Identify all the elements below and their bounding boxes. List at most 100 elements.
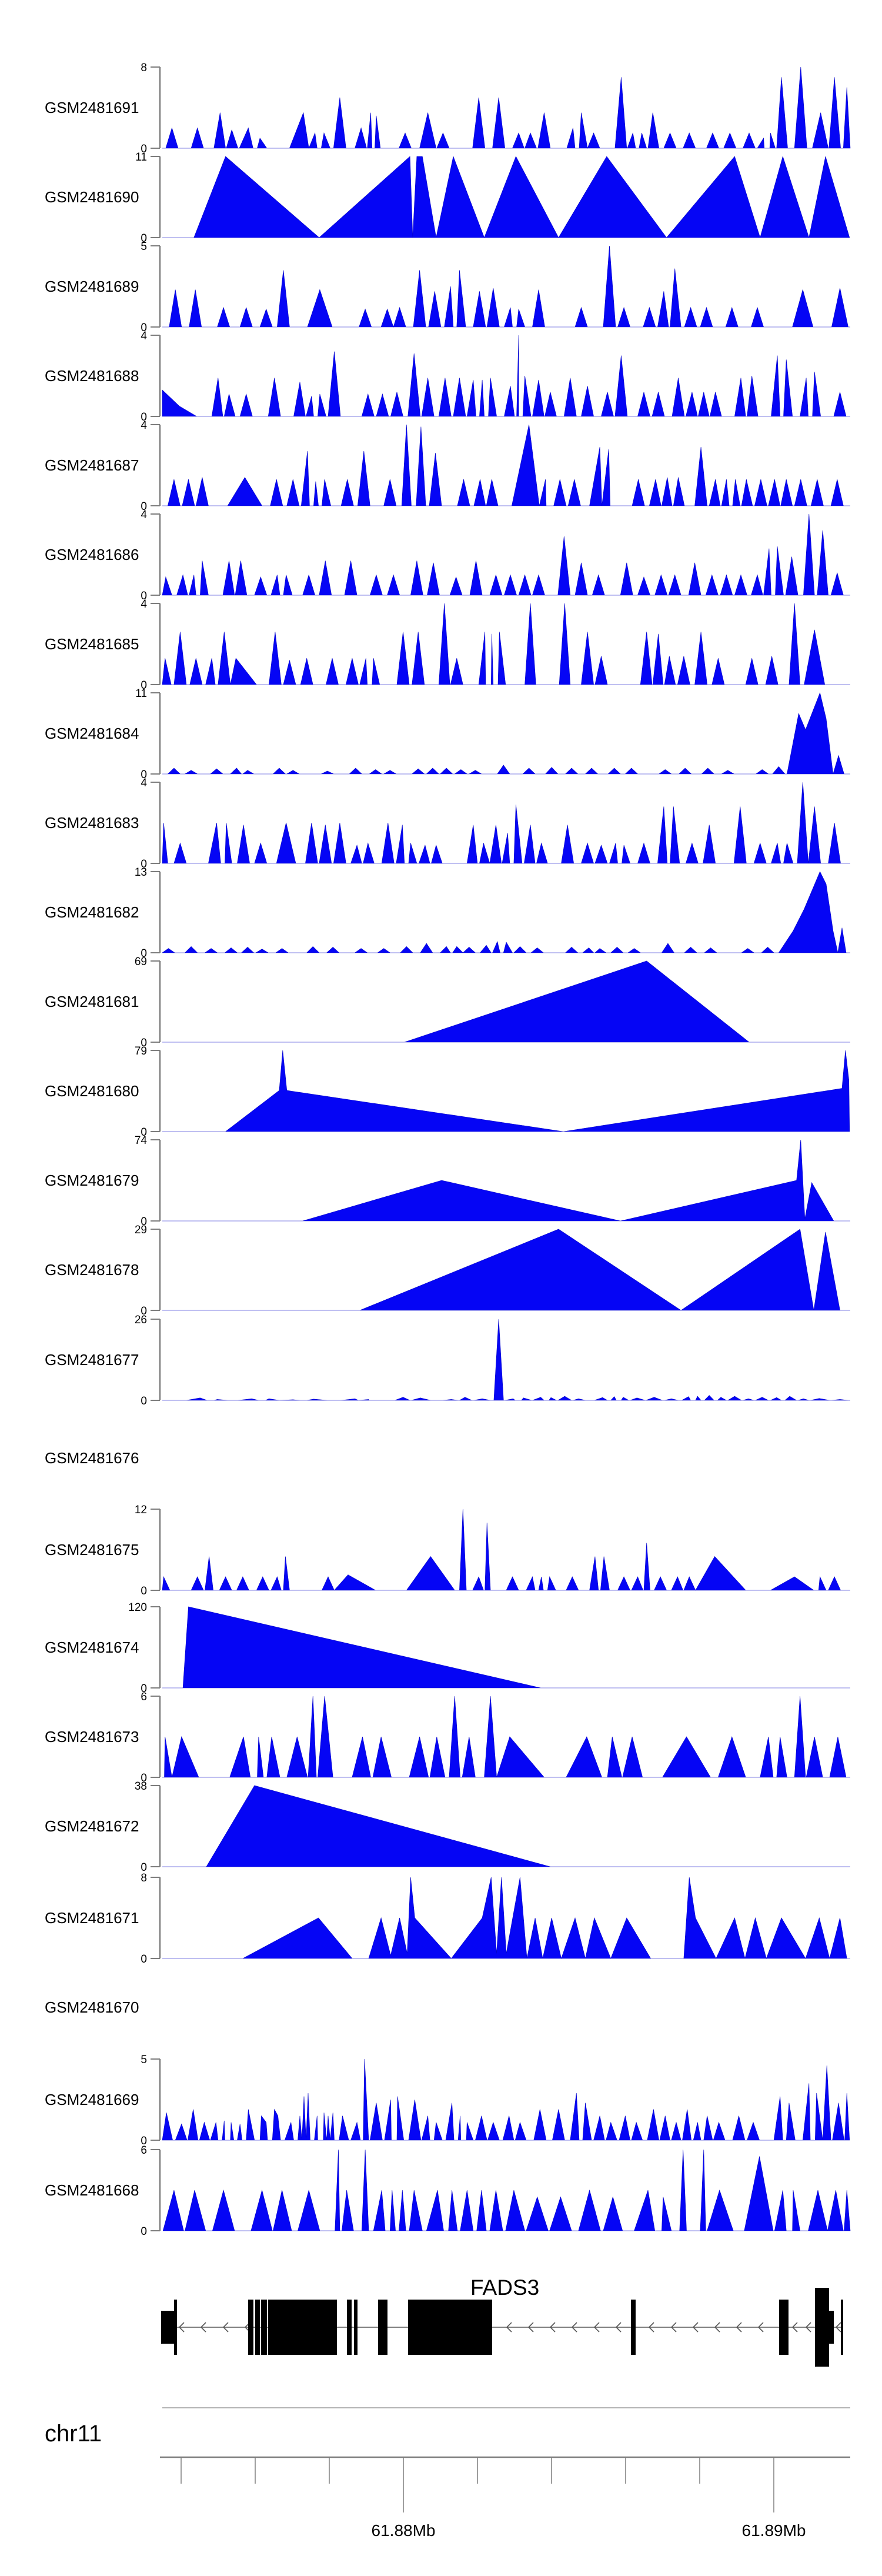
coverage-area [162,603,850,685]
y-axis-zero-label: 0 [141,411,147,423]
track-row-GSM2481681: GSM2481681 69 0 [45,956,850,1049]
gene-exon [255,2300,260,2355]
coverage-area [162,1696,850,1778]
track-label: GSM2481689 [45,278,139,295]
track-label: GSM2481685 [45,635,139,653]
track-label: GSM2481683 [45,814,139,832]
y-axis-max-label: 26 [135,1314,147,1326]
y-axis-max-label: 6 [141,2144,147,2157]
strand-arrow-left-icon [714,2322,720,2333]
track-label: GSM2481677 [45,1351,139,1369]
y-axis-max-label: 29 [135,1224,147,1236]
y-axis-zero-label: 0 [141,769,147,781]
y-axis-zero-label: 0 [141,1395,147,1407]
gene-exon [779,2300,789,2355]
strand-arrow-left-icon [736,2322,742,2333]
y-axis-zero-label: 0 [141,1772,147,1784]
y-axis-zero-label: 0 [141,1683,147,1695]
track-label: GSM2481686 [45,546,139,563]
strand-arrow-left-icon [178,2322,185,2333]
track-row-GSM2481688: GSM2481688 4 0 [45,330,850,423]
strand-arrow-left-icon [527,2322,534,2333]
y-axis-zero-label: 0 [141,1585,147,1597]
genome-axis: chr11 61.88Mb 61.89Mb [45,2407,850,2540]
coverage-area [162,871,850,953]
coverage-area [162,2149,851,2231]
y-axis-zero-label: 0 [141,232,147,245]
track-label: GSM2481690 [45,188,139,206]
gene-exon [841,2300,843,2355]
track-row-GSM2481674: GSM2481674 120 0 [45,1601,850,1695]
coverage-area [162,66,851,149]
track-label: GSM2481687 [45,456,139,474]
track-row-GSM2481684: GSM2481684 11 0 [45,688,850,781]
gene-exon [408,2300,492,2355]
strand-arrow-left-icon [200,2322,206,2333]
track-label: GSM2481668 [45,2181,139,2199]
track-label: GSM2481675 [45,1541,139,1559]
strand-arrow-left-icon [835,2322,841,2333]
y-axis-max-label: 11 [135,688,147,700]
track-label: GSM2481672 [45,1817,139,1835]
track-row-GSM2481676: GSM2481676 [45,1449,139,1467]
track-label: GSM2481670 [45,1998,139,2016]
coverage-area [162,245,850,328]
gene-exon [268,2300,337,2355]
strand-arrow-left-icon [571,2322,577,2333]
strand-arrow-left-icon [506,2322,512,2333]
strand-arrow-left-icon [222,2322,229,2333]
coverage-area [162,1509,850,1591]
gene-name-label: FADS3 [470,2275,539,2300]
coverage-area [162,960,850,1043]
track-label: GSM2481673 [45,1728,139,1746]
track-label: GSM2481674 [45,1639,139,1656]
y-axis-zero-label: 0 [141,1216,147,1228]
strand-arrow-left-icon [593,2322,600,2333]
y-axis-zero-label: 0 [141,1861,147,1874]
y-axis-zero-label: 0 [141,143,147,155]
coverage-area [162,2058,850,2141]
track-row-GSM2481682: GSM2481682 13 0 [45,866,850,960]
y-axis-max-label: 11 [135,151,147,163]
strand-arrow-left-icon [692,2322,699,2333]
track-row-GSM2481668: GSM2481668 6 0 [45,2144,851,2238]
track-label: GSM2481684 [45,725,139,742]
y-axis-zero-label: 0 [141,500,147,513]
coverage-area [162,692,850,775]
y-axis-max-label: 12 [135,1504,147,1516]
coverage-area [162,1877,850,1960]
coverage-area [162,1050,850,1132]
y-axis-max-label: 4 [141,598,147,610]
y-axis-max-label: 74 [135,1134,148,1147]
coverage-area [162,513,850,596]
y-axis-max-label: 4 [141,419,147,432]
track-label: GSM2481688 [45,367,139,385]
coverage-area [162,1139,850,1222]
y-axis-max-label: 4 [141,330,147,342]
track-label: GSM2481682 [45,903,139,921]
coverage-area [162,1229,850,1311]
track-row-GSM2481673: GSM2481673 6 0 [45,1691,850,1784]
coverage-area [162,155,850,239]
y-axis-max-label: 120 [128,1601,147,1614]
gene-exon [347,2300,352,2355]
gene-exon [261,2300,267,2355]
gene-track-fads3: FADS3 [161,2275,843,2367]
track-row-GSM2481678: GSM2481678 29 0 [45,1224,850,1317]
gene-exon [248,2300,253,2355]
y-axis-max-label: 13 [135,866,147,879]
strand-arrow-left-icon [648,2322,654,2333]
chromosome-label: chr11 [45,2421,102,2447]
track-row-GSM2481671: GSM2481671 8 0 [45,1872,850,1966]
track-row-GSM2481689: GSM2481689 5 0 [45,241,850,334]
gene-exon [354,2300,358,2355]
strand-arrow-left-icon [549,2322,556,2333]
y-axis-zero-label: 0 [141,858,147,870]
coverage-area [162,424,850,506]
y-axis-max-label: 6 [141,1691,147,1703]
y-axis-zero-label: 0 [141,2225,147,2238]
track-row-GSM2481669: GSM2481669 5 0 [45,2054,850,2147]
axis-position-label: 61.88Mb [372,2521,436,2540]
